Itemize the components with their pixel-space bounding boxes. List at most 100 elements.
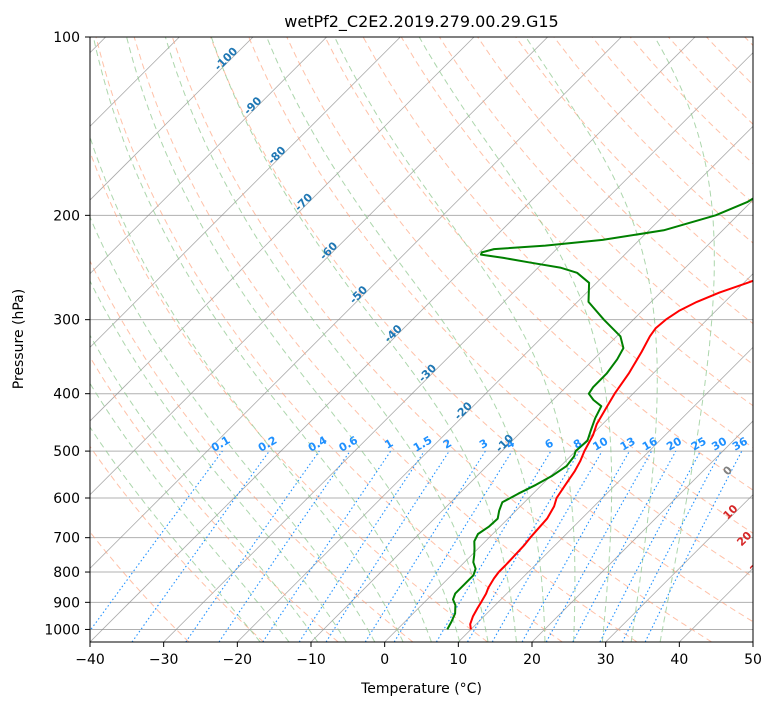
x-axis-label: Temperature (°C) xyxy=(360,681,482,697)
axis-ticks: −40 −30 −20 −10 0 10 20 30 40 50 100 200 300 400 500 60… xyxy=(44,30,762,668)
isotherm-label: -20 xyxy=(452,399,475,422)
moist-adiabat-line xyxy=(90,135,404,642)
temperature-line xyxy=(469,279,753,630)
x-tick-label: −10 xyxy=(296,652,326,668)
mixing-ratio-label: 2 xyxy=(441,437,454,452)
moist-adiabat-line xyxy=(90,334,319,642)
background-lines xyxy=(0,10,753,642)
chart-title: wetPf2_C2E2.2019.279.00.29.G15 xyxy=(284,12,558,32)
mixing-ratio-line xyxy=(262,450,392,642)
dry-adiabat-line xyxy=(515,37,753,284)
moist-adiabat-line xyxy=(266,37,546,642)
dry-adiabat-line xyxy=(477,37,753,325)
mixing-ratio-line xyxy=(131,450,270,642)
isotherm-line xyxy=(605,494,753,642)
plot-frame xyxy=(89,36,754,643)
mixing-ratio-line xyxy=(521,450,630,642)
y-tick-label: 600 xyxy=(53,491,80,507)
mixing-ratio-line xyxy=(325,450,450,642)
dry-adiabat-line xyxy=(744,37,753,47)
mixing-ratio-line xyxy=(185,450,320,642)
y-tick-label: 500 xyxy=(53,444,80,460)
mixing-ratio-line xyxy=(90,450,223,632)
isotherm-line xyxy=(90,37,696,642)
moist-adiabat-line xyxy=(525,37,658,642)
x-tick-label: 40 xyxy=(670,652,688,668)
mixing-ratio-line xyxy=(644,450,743,642)
x-tick-label: −40 xyxy=(75,652,105,668)
moist-adiabat-line xyxy=(210,37,517,642)
isotherm-label: -60 xyxy=(317,239,340,262)
isotherm-label: -40 xyxy=(382,322,405,345)
dry-adiabat-line xyxy=(668,37,753,125)
isotherm-label: -80 xyxy=(265,144,288,167)
y-tick-label: 100 xyxy=(53,30,80,46)
isotherm-line xyxy=(384,273,753,642)
mixing-ratio-label: 3 xyxy=(477,437,490,452)
mixing-ratio-line xyxy=(393,450,513,642)
theta-e-label: 40 xyxy=(762,582,775,602)
isotherm-line xyxy=(531,420,753,642)
y-tick-label: 400 xyxy=(53,387,80,403)
isotherm-line xyxy=(90,37,622,569)
isotherm-line xyxy=(90,37,401,348)
profile-lines xyxy=(446,197,753,630)
dry-adiabat-line xyxy=(90,259,414,642)
x-tick-label: 20 xyxy=(523,652,541,668)
isotherm-line xyxy=(458,346,753,642)
isotherm-label: -50 xyxy=(347,283,370,306)
isotherm-line xyxy=(0,10,59,642)
x-tick-label: 50 xyxy=(744,652,762,668)
isotherm-line xyxy=(90,37,549,496)
dry-adiabat-line xyxy=(706,37,753,86)
isotherm-line xyxy=(679,567,753,642)
y-axis-label: Pressure (hPa) xyxy=(11,289,27,389)
isotherm-line xyxy=(237,125,753,642)
theta-e-label: 20 xyxy=(734,529,754,549)
moist-adiabat-line xyxy=(90,382,290,642)
dry-adiabat-line xyxy=(90,531,190,642)
mixing-ratio-line xyxy=(435,450,552,642)
theta-e-label: 30 xyxy=(747,556,767,576)
x-tick-label: 30 xyxy=(597,652,615,668)
dry-adiabat-line xyxy=(591,37,753,204)
moist-adiabat-line xyxy=(90,215,376,642)
dry-adiabat-line xyxy=(210,37,753,623)
moist-adiabat-line xyxy=(334,37,576,642)
moist-adiabat-line xyxy=(90,426,261,642)
dry-adiabat-line xyxy=(90,445,264,642)
dry-adiabat-line xyxy=(171,37,712,642)
isotherm-line xyxy=(90,37,328,275)
moist-adiabat-line xyxy=(418,37,613,642)
dry-adiabat-line xyxy=(90,356,339,642)
y-tick-label: 300 xyxy=(53,313,80,329)
moist-adiabat-line xyxy=(164,37,489,642)
isotherm-label: -90 xyxy=(241,94,264,117)
x-tick-label: 0 xyxy=(380,652,389,668)
isotherm-line xyxy=(90,37,475,422)
mixing-ratio-line xyxy=(218,450,351,642)
dry-adiabat-line xyxy=(248,37,753,578)
y-tick-label: 800 xyxy=(53,565,80,581)
x-tick-label: −30 xyxy=(149,652,179,668)
dry-adiabat-line xyxy=(324,37,753,491)
moist-adiabat-line xyxy=(654,37,715,642)
dry-adiabat-line xyxy=(95,37,563,642)
mixing-ratio-label: 6 xyxy=(543,436,556,451)
mixing-ratio-line xyxy=(545,450,653,642)
x-tick-label: 10 xyxy=(449,652,467,668)
dewpoint-line xyxy=(446,197,753,630)
y-tick-label: 700 xyxy=(53,531,80,547)
y-tick-label: 200 xyxy=(53,208,80,224)
dry-adiabat-line xyxy=(90,150,488,642)
moist-adiabat-line xyxy=(92,37,432,642)
mixing-ratio-line xyxy=(572,450,677,642)
moist-adiabat-line xyxy=(126,37,461,642)
isotherm-line xyxy=(90,37,180,127)
dry-adiabat-line xyxy=(553,37,753,244)
dry-adiabat-line xyxy=(286,37,753,534)
isotherm-line xyxy=(310,199,753,642)
y-tick-label: 1000 xyxy=(44,622,80,638)
x-tick-label: −20 xyxy=(223,652,253,668)
